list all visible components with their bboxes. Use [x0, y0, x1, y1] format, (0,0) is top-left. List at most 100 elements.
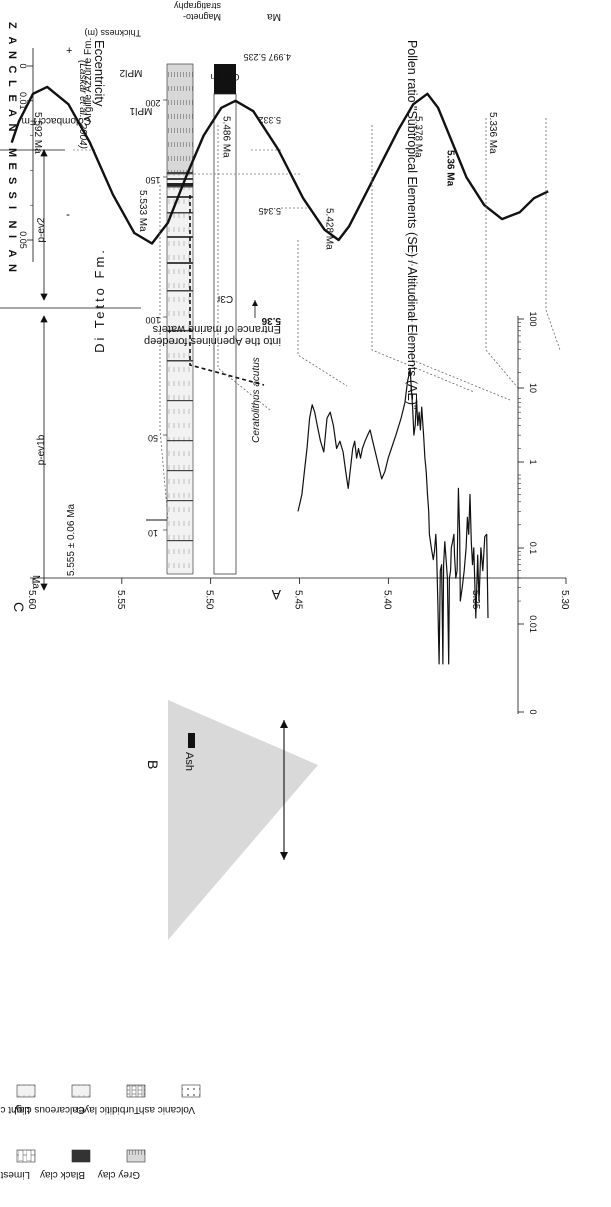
biozone-mpl1: MPl1	[129, 105, 152, 116]
correlation-line	[217, 125, 271, 411]
panel-label-a: A	[271, 587, 281, 603]
pollen-tick-label: 0	[528, 709, 538, 714]
litho-band	[167, 540, 193, 542]
litho-band	[167, 360, 193, 362]
thickness-tick-label: 200	[145, 98, 160, 108]
ecc-value-tick-label: 0.01	[18, 92, 28, 110]
pollen-title: Pollen ratio "Subtropical Elements (SE) …	[405, 40, 419, 409]
pollen-tick-label: 100	[528, 311, 538, 326]
ecc-peak-label: 5.378 Ma	[412, 116, 423, 158]
legend-label: Black clay	[40, 1169, 85, 1180]
legend-swatch	[181, 1084, 201, 1098]
ecc-peak-label: 5.533 Ma	[137, 190, 148, 232]
formation-di-tetto: Di Tetto Fm.	[92, 247, 107, 353]
stage-column: ZANCLEAN MESSINIAN	[6, 22, 18, 272]
ecc-value-tick-label: 0.05	[18, 231, 28, 249]
stage-letter: S	[6, 192, 18, 199]
chron-normal-block	[214, 64, 236, 94]
litho-band	[167, 178, 193, 180]
thickness-tick-label: 10	[148, 528, 158, 538]
legend-label: Calcareous clay	[14, 1104, 85, 1115]
litho-grey-clay	[166, 63, 194, 175]
stage-letter: S	[6, 177, 18, 184]
legend-swatch	[126, 1149, 146, 1163]
correlation-lines	[159, 118, 561, 521]
pollen-axis: 0 0.01 0.1 1 10 100	[517, 311, 538, 715]
ecc-subtitle: (Laskar et al., 2004)	[77, 60, 88, 149]
stage-letter: M	[6, 148, 18, 157]
magneto-header: Magneto-stratigraphy	[173, 1, 221, 22]
thickness-tick-label: 50	[148, 433, 158, 443]
marker-ceratolithus: Ceratolithus acutus	[251, 357, 262, 443]
legend-label: Limestone	[0, 1169, 30, 1180]
ecc-title: Eccentricity	[92, 40, 107, 107]
litho-band	[167, 400, 193, 402]
litho-band	[167, 330, 193, 332]
age-536: 5.36	[261, 315, 281, 326]
litho-band	[167, 262, 193, 264]
stage-letter: I	[6, 206, 18, 209]
panel-label-c: C	[11, 602, 27, 612]
age-5235: 5.235	[243, 52, 266, 62]
ecc-peak-label: 5.336 Ma	[487, 112, 498, 154]
litho-light-clay	[166, 173, 194, 575]
formation-colombacci: Colombacci Fm.	[19, 115, 91, 126]
stage-letter: A	[6, 37, 18, 45]
correlation-line	[297, 240, 348, 387]
chron-reversed-block	[213, 93, 237, 575]
chron-main-label: C3r	[216, 293, 233, 304]
ecc-series	[10, 85, 549, 245]
formation-argille-azzurre: Argille Azzurre Fm.	[83, 38, 94, 122]
ecc-sign-minus: -	[66, 207, 70, 221]
ecc-age-tick-label: 5.60	[26, 590, 37, 610]
legend-label: Light clay	[0, 1104, 30, 1115]
stage-letter: E	[6, 95, 18, 102]
litho-band	[167, 186, 193, 188]
litho-band	[167, 236, 193, 238]
ecc-age-tick-label: 5.55	[115, 590, 126, 610]
marine-arrowhead-down	[280, 852, 288, 860]
thickness-ticks: 200 150 100 50 10	[145, 98, 167, 538]
litho-black-clay	[167, 183, 193, 186]
legend-swatch	[71, 1084, 91, 1098]
ecc-peak-label: 5.592 Ma	[32, 112, 43, 154]
correlation-line	[159, 185, 169, 521]
marine-arrowhead-up	[280, 720, 288, 728]
thickness-header: Thickness (m)	[84, 28, 141, 38]
ecc-ma-label: Ma	[30, 575, 41, 589]
marine-entrance: Entrance of marine waters into the Apenn…	[144, 323, 281, 347]
litho-band	[167, 290, 193, 292]
litho-band	[167, 470, 193, 472]
litho-band	[167, 500, 193, 502]
ecc-age-tick-label: 5.40	[381, 590, 392, 610]
ecc-age-tick-label: 5.35	[470, 590, 481, 610]
stage-letter: N	[6, 124, 18, 132]
correlation-line	[371, 125, 475, 393]
stage-letter: L	[6, 80, 18, 87]
litho-band	[167, 212, 193, 214]
stage-letter: A	[6, 109, 18, 117]
age-5332: 5.332	[258, 115, 281, 125]
thickness-tick-label: 100	[145, 315, 160, 325]
ma-header: Ma	[267, 11, 281, 22]
age-4997: 4.997	[268, 52, 291, 62]
pollen-series	[297, 368, 489, 665]
thickness-tick-label: 150	[145, 175, 160, 185]
ash-marker	[188, 733, 195, 748]
marine-entrance-line2: into the Apennines foredeep	[144, 335, 281, 347]
legend-label: Turbiditic layer	[75, 1104, 140, 1115]
pollen-tick-label: 0.01	[528, 615, 538, 633]
marker-arrowhead	[252, 300, 258, 306]
ecc-peak-label: 5.486 Ma	[221, 116, 232, 158]
pollen-tick-label: 0.1	[528, 542, 538, 555]
stage-letter: N	[6, 264, 18, 272]
ecc-value-tick-label: 0	[18, 63, 28, 68]
legend-label: Volcanic ash	[139, 1104, 195, 1115]
ecc-peaks: 5.336 Ma 5.36 Ma 5.378 Ma 5.428 Ma 5.486 Ma 5…	[32, 112, 498, 250]
litho-band	[167, 440, 193, 442]
ecc-age-tick-label: 5.45	[293, 590, 304, 610]
ecc-age-tick-label: 5.30	[559, 590, 570, 610]
age-5345: 5.345	[258, 206, 281, 216]
correlation-line	[189, 195, 265, 386]
